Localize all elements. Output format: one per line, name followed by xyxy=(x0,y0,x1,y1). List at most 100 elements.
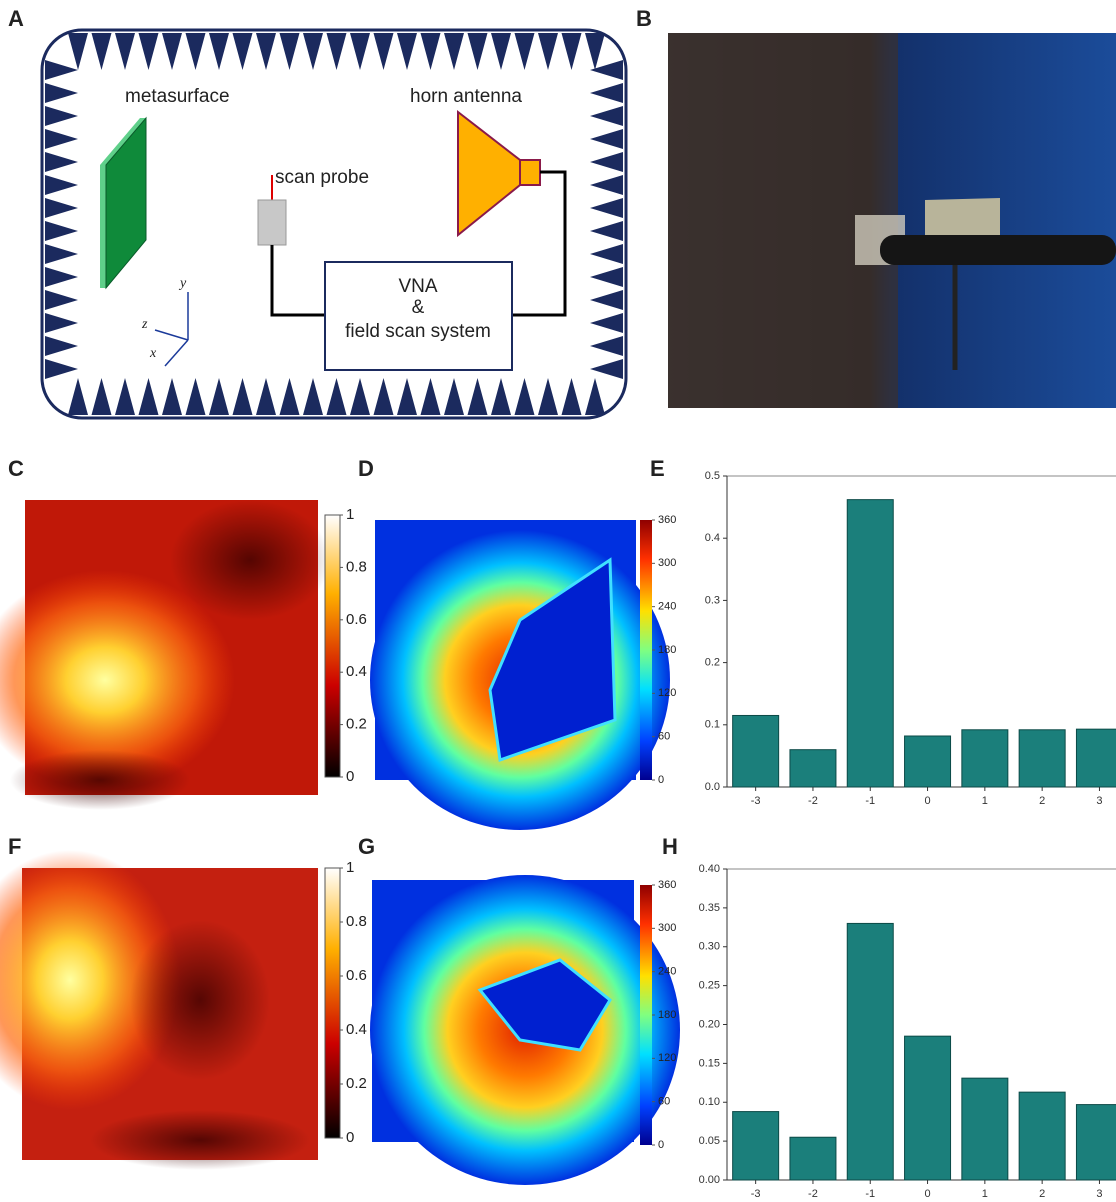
absorber xyxy=(561,33,582,70)
absorber xyxy=(185,378,206,415)
absorber xyxy=(467,33,488,70)
x-tick-label: -3 xyxy=(751,1188,761,1200)
absorber xyxy=(590,313,623,333)
absorber xyxy=(45,221,78,241)
colorbar-tick-label: 0 xyxy=(658,774,664,786)
bar xyxy=(904,735,952,788)
absorber xyxy=(350,378,370,415)
y-tick-label: 0.05 xyxy=(699,1135,720,1147)
absorber xyxy=(45,313,78,333)
absorber xyxy=(590,336,623,356)
panel-b-photo xyxy=(668,33,1116,408)
absorber xyxy=(590,244,623,264)
colorbar-tick-label: 240 xyxy=(658,601,676,613)
panel-label: A xyxy=(8,6,24,31)
absorber xyxy=(209,33,229,70)
colorbar-tick-label: 0.6 xyxy=(346,611,367,628)
absorber xyxy=(45,336,78,356)
x-tick-label: 3 xyxy=(1096,795,1102,807)
rail xyxy=(880,235,1116,265)
absorber xyxy=(232,378,253,415)
axis-label: z xyxy=(141,317,148,332)
absorber xyxy=(561,378,582,415)
x-tick-label: -1 xyxy=(865,1188,875,1200)
heatmap-d xyxy=(370,520,670,830)
y-tick-label: 0.3 xyxy=(705,594,720,606)
absorber xyxy=(115,378,135,415)
heatmap-f xyxy=(0,850,341,1170)
colorbar-tick-label: 0.4 xyxy=(346,663,367,680)
absorber xyxy=(45,175,78,195)
absorber xyxy=(420,378,441,415)
bar xyxy=(961,1077,1009,1181)
panel-label: F xyxy=(8,834,21,859)
heatmap-c xyxy=(0,500,341,810)
label: VNA xyxy=(398,276,437,297)
absorber xyxy=(373,378,394,415)
absorber xyxy=(138,378,159,415)
bar xyxy=(789,1136,837,1181)
absorber xyxy=(590,129,623,149)
x-tick-label: -3 xyxy=(751,795,761,807)
bar xyxy=(1018,1091,1066,1181)
label: & xyxy=(412,297,425,318)
absorber xyxy=(373,33,394,70)
bar xyxy=(789,749,837,788)
metasurface xyxy=(105,116,147,290)
bar xyxy=(732,714,780,788)
absorber xyxy=(590,221,623,241)
absorber xyxy=(590,106,623,126)
absorber xyxy=(585,33,605,70)
panel-label: E xyxy=(650,456,665,481)
label: scan probe xyxy=(275,167,369,188)
bar xyxy=(1075,1104,1116,1181)
colorbar-tick-label: 60 xyxy=(658,731,670,743)
panel-label: H xyxy=(662,834,678,859)
colorbar xyxy=(640,885,652,1145)
cable xyxy=(512,170,567,317)
absorber xyxy=(68,33,88,70)
panel-label: B xyxy=(636,6,652,31)
absorber xyxy=(45,60,78,80)
absorber xyxy=(585,378,605,415)
x-tick-label: -2 xyxy=(808,795,818,807)
axes-triad xyxy=(154,292,189,367)
axis-label: x xyxy=(149,346,157,361)
absorber xyxy=(45,359,78,379)
absorber xyxy=(590,175,623,195)
absorber xyxy=(138,33,159,70)
colorbar-tick-label: 120 xyxy=(658,1052,676,1064)
y-tick-label: 0.10 xyxy=(699,1096,720,1108)
bar xyxy=(1075,728,1116,788)
x-tick-label: 1 xyxy=(982,795,988,807)
y-tick-label: 0.5 xyxy=(705,470,720,482)
x-tick-label: 3 xyxy=(1096,1188,1102,1200)
absorber xyxy=(68,378,88,415)
absorber xyxy=(326,378,347,415)
colorbar-tick-label: 0 xyxy=(346,768,354,785)
colorbar-tick-label: 0 xyxy=(346,1129,354,1146)
colorbar-tick-label: 60 xyxy=(658,1096,670,1108)
y-tick-label: 0.0 xyxy=(705,781,720,793)
y-tick-label: 0.2 xyxy=(705,657,720,669)
bar xyxy=(846,922,894,1181)
y-tick-label: 0.25 xyxy=(699,980,720,992)
colorbar xyxy=(640,520,652,780)
absorber xyxy=(279,33,300,70)
absorber xyxy=(514,378,535,415)
absorber xyxy=(326,33,347,70)
absorber xyxy=(45,106,78,126)
x-tick-label: 2 xyxy=(1039,1188,1045,1200)
colorbar-tick-label: 0.8 xyxy=(346,558,367,575)
absorber xyxy=(590,267,623,287)
absorber xyxy=(590,359,623,379)
colorbar-tick-label: 360 xyxy=(658,879,676,891)
x-tick-label: -1 xyxy=(865,795,875,807)
absorber xyxy=(590,198,623,218)
colorbar-tick-label: 1 xyxy=(346,506,354,523)
absorber xyxy=(115,33,135,70)
absorber xyxy=(45,244,78,264)
absorber xyxy=(45,198,78,218)
colorbar-tick-label: 1 xyxy=(346,859,354,876)
absorber xyxy=(45,83,78,103)
